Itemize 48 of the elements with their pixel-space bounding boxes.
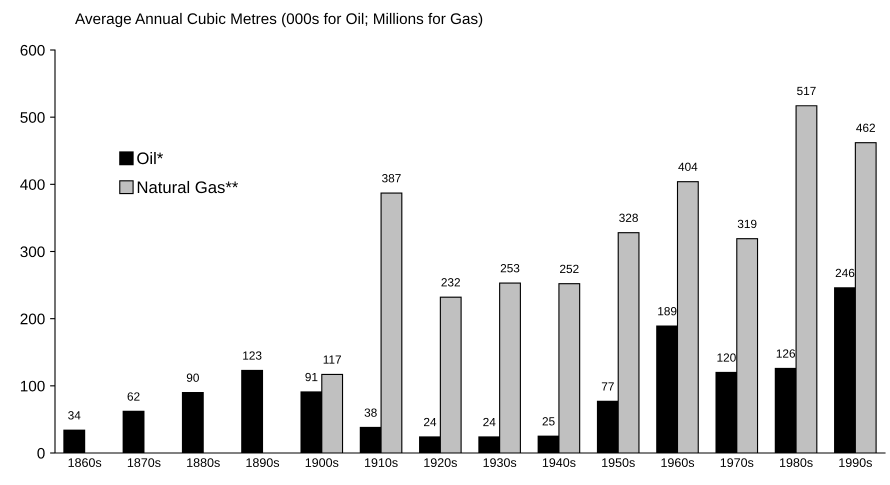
y-tick-label: 600 — [20, 44, 45, 56]
x-tick-label: 1860s — [68, 458, 102, 468]
data-label: 246 — [836, 268, 854, 278]
data-label: 319 — [738, 220, 756, 228]
x-tick-label: 1960s — [661, 458, 694, 468]
data-label: 252 — [560, 264, 579, 274]
data-label: 328 — [619, 214, 638, 222]
data-label: 24 — [424, 418, 436, 426]
y-tick-label: 200 — [20, 314, 45, 324]
data-label: 253 — [500, 264, 520, 272]
data-label: 34 — [68, 411, 80, 420]
x-tick-label: 1930s — [484, 458, 516, 468]
data-label: 117 — [324, 356, 341, 364]
x-tick-label: 1990s — [839, 458, 872, 468]
data-label: 38 — [364, 408, 377, 417]
data-label: 120 — [717, 353, 736, 362]
y-tick-label: 500 — [20, 112, 45, 123]
data-label: 91 — [305, 372, 318, 382]
y-tick-label: 400 — [20, 179, 45, 190]
data-label: 517 — [797, 86, 816, 96]
data-label: 404 — [678, 162, 698, 171]
data-label: 232 — [441, 278, 460, 287]
data-label: 126 — [776, 349, 796, 358]
data-label: 387 — [382, 174, 401, 182]
chart-title: Average Annual Cubic Metres (000s for Oil; Millions for Gas) — [75, 12, 482, 28]
data-label: 123 — [243, 351, 262, 360]
data-label: 189 — [658, 307, 676, 316]
data-label: 77 — [602, 382, 614, 390]
x-tick-label: 1920s — [424, 458, 457, 468]
data-label: 62 — [128, 392, 140, 401]
y-tick-label: 300 — [20, 246, 45, 258]
x-tick-label: 1890s — [246, 458, 280, 468]
y-tick-label: 0 — [37, 448, 45, 459]
y-tick-label: 100 — [20, 380, 45, 392]
x-tick-label: 1950s — [602, 458, 635, 468]
legend-label: Oil* — [137, 152, 164, 164]
x-tick-label: 1900s — [306, 458, 338, 468]
x-tick-label: 1980s — [780, 458, 813, 468]
data-label: 462 — [856, 124, 875, 132]
data-label: 24 — [483, 418, 496, 426]
x-tick-label: 1880s — [187, 458, 220, 468]
data-label: 90 — [186, 374, 199, 382]
legend-label: Natural Gas** — [138, 180, 238, 194]
x-tick-label: 1970s — [720, 458, 754, 468]
data-label: 25 — [542, 417, 555, 426]
x-tick-label: 1910s — [364, 458, 398, 468]
x-tick-label: 1940s — [542, 458, 576, 468]
x-tick-label: 1870s — [128, 458, 161, 468]
